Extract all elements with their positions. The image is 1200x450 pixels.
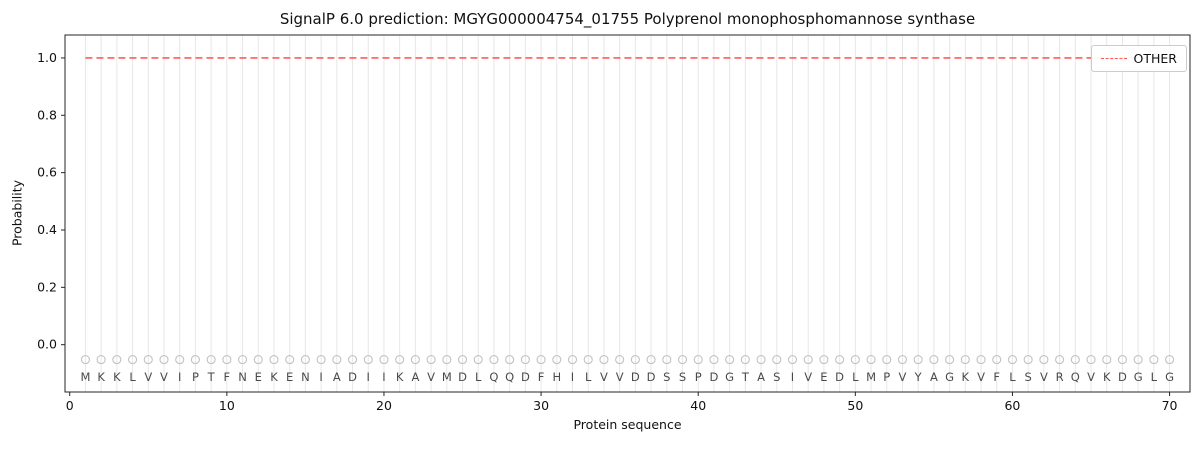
svg-text:G: G <box>725 370 734 384</box>
svg-text:F: F <box>538 370 545 384</box>
svg-text:0.4: 0.4 <box>37 222 57 237</box>
svg-text:S: S <box>663 370 670 384</box>
svg-text:L: L <box>585 370 592 384</box>
svg-text:A: A <box>757 370 765 384</box>
svg-text:70: 70 <box>1162 398 1178 413</box>
svg-text:M: M <box>442 370 452 384</box>
svg-text:I: I <box>791 370 794 384</box>
y-axis-label: Probability <box>9 179 25 247</box>
svg-text:I: I <box>367 370 370 384</box>
svg-text:0.8: 0.8 <box>37 107 57 122</box>
svg-text:V: V <box>600 370 608 384</box>
svg-text:I: I <box>571 370 574 384</box>
svg-text:0.0: 0.0 <box>37 337 57 352</box>
svg-text:20: 20 <box>376 398 392 413</box>
chart-title: SignalP 6.0 prediction: MGYG000004754_01… <box>279 10 976 28</box>
svg-text:D: D <box>348 370 357 384</box>
svg-text:D: D <box>1118 370 1127 384</box>
svg-text:K: K <box>113 370 121 384</box>
svg-text:K: K <box>1103 370 1111 384</box>
legend-line-sample <box>1100 58 1127 59</box>
svg-text:D: D <box>835 370 844 384</box>
svg-text:P: P <box>695 370 702 384</box>
svg-text:V: V <box>144 370 152 384</box>
svg-text:L: L <box>1009 370 1016 384</box>
svg-text:H: H <box>552 370 561 384</box>
svg-text:F: F <box>993 370 1000 384</box>
svg-text:V: V <box>160 370 168 384</box>
legend-label: OTHER <box>1133 51 1177 66</box>
svg-text:I: I <box>382 370 385 384</box>
svg-text:G: G <box>945 370 954 384</box>
svg-text:P: P <box>883 370 890 384</box>
svg-text:0.6: 0.6 <box>37 165 57 180</box>
svg-text:L: L <box>1151 370 1158 384</box>
svg-text:Q: Q <box>505 370 514 384</box>
svg-text:A: A <box>333 370 341 384</box>
svg-text:0: 0 <box>66 398 74 413</box>
svg-text:N: N <box>238 370 247 384</box>
svg-text:D: D <box>521 370 530 384</box>
svg-text:L: L <box>475 370 482 384</box>
svg-text:K: K <box>97 370 105 384</box>
svg-text:M: M <box>80 370 90 384</box>
svg-text:K: K <box>962 370 970 384</box>
svg-text:10: 10 <box>219 398 235 413</box>
svg-text:L: L <box>129 370 136 384</box>
svg-text:S: S <box>679 370 686 384</box>
svg-text:D: D <box>458 370 467 384</box>
svg-text:G: G <box>1134 370 1143 384</box>
svg-text:A: A <box>930 370 938 384</box>
svg-text:Q: Q <box>1071 370 1080 384</box>
svg-text:V: V <box>977 370 985 384</box>
svg-text:R: R <box>1056 370 1064 384</box>
svg-text:40: 40 <box>690 398 706 413</box>
svg-text:D: D <box>631 370 640 384</box>
svg-text:0.2: 0.2 <box>37 279 57 294</box>
svg-text:L: L <box>852 370 859 384</box>
svg-text:I: I <box>178 370 181 384</box>
svg-text:D: D <box>647 370 656 384</box>
svg-text:30: 30 <box>533 398 549 413</box>
svg-text:T: T <box>207 370 216 384</box>
svg-text:V: V <box>1087 370 1095 384</box>
svg-text:G: G <box>1165 370 1174 384</box>
svg-text:S: S <box>773 370 780 384</box>
svg-text:M: M <box>866 370 876 384</box>
x-axis-label: Protein sequence <box>573 417 682 432</box>
legend: OTHER <box>1090 45 1187 72</box>
svg-text:60: 60 <box>1004 398 1020 413</box>
svg-text:K: K <box>270 370 278 384</box>
svg-text:V: V <box>804 370 812 384</box>
svg-text:D: D <box>709 370 718 384</box>
svg-text:A: A <box>411 370 419 384</box>
svg-text:V: V <box>427 370 435 384</box>
svg-text:F: F <box>224 370 231 384</box>
svg-text:P: P <box>192 370 199 384</box>
svg-text:E: E <box>255 370 262 384</box>
svg-text:K: K <box>396 370 404 384</box>
svg-text:N: N <box>301 370 310 384</box>
svg-text:50: 50 <box>847 398 863 413</box>
svg-text:V: V <box>1040 370 1048 384</box>
svg-text:S: S <box>1025 370 1032 384</box>
svg-text:V: V <box>899 370 907 384</box>
svg-text:Q: Q <box>489 370 498 384</box>
svg-text:Y: Y <box>914 370 923 384</box>
svg-text:1.0: 1.0 <box>37 50 57 65</box>
svg-text:V: V <box>616 370 624 384</box>
svg-text:E: E <box>286 370 293 384</box>
svg-text:I: I <box>319 370 322 384</box>
svg-text:E: E <box>820 370 827 384</box>
svg-text:T: T <box>741 370 750 384</box>
